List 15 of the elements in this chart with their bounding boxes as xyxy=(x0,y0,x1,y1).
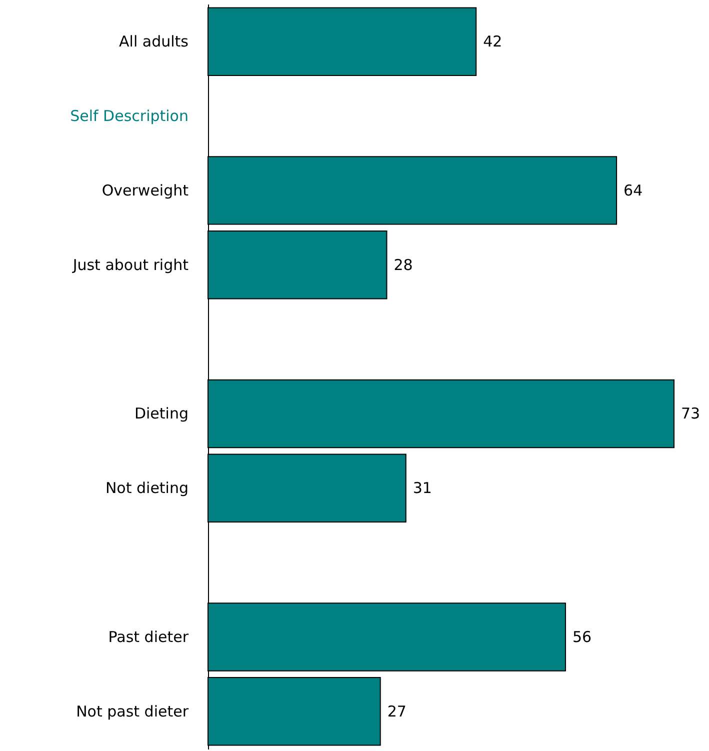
data-label: 56 xyxy=(572,628,592,646)
y-tick-label: Past dieter xyxy=(108,628,190,646)
data-label: 64 xyxy=(624,181,643,200)
y-tick-label: Not past dieter xyxy=(76,702,190,720)
y-tick-label: All adults xyxy=(119,32,189,51)
y-tick-label: Self Description xyxy=(70,107,188,126)
y-tick-label: Dieting xyxy=(134,404,188,423)
y-tick-label: Overweight xyxy=(102,181,189,200)
y-tick-label: Not dieting xyxy=(105,479,188,498)
data-label: 42 xyxy=(483,32,502,51)
data-label: 27 xyxy=(387,702,406,720)
y-tick-label: Just about right xyxy=(72,256,189,274)
data-label: 73 xyxy=(681,404,700,423)
data-label: 31 xyxy=(412,479,432,498)
data-label: 28 xyxy=(394,256,413,274)
